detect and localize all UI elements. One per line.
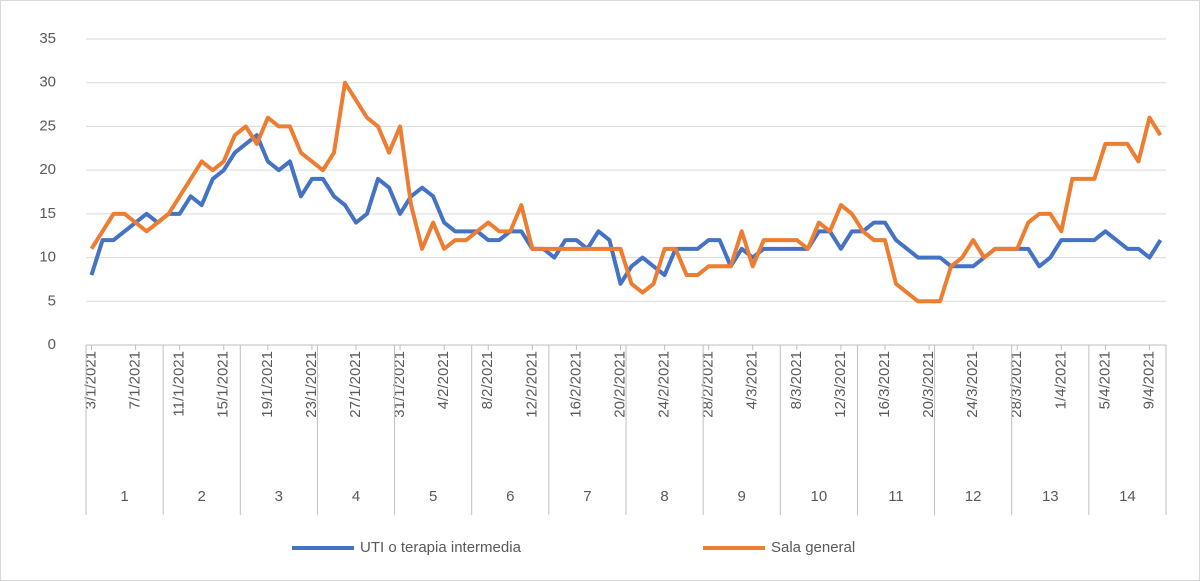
y-tick-label: 20 [39, 161, 56, 178]
x-tick-label: 8/3/2021 [788, 351, 805, 409]
y-tick-label: 15 [39, 205, 56, 222]
group-label: 13 [1042, 488, 1059, 505]
group-label: 2 [198, 488, 206, 505]
group-label: 1 [120, 488, 128, 505]
y-tick-label: 25 [39, 117, 56, 134]
group-label: 14 [1119, 488, 1136, 505]
y-tick-label: 0 [48, 336, 56, 353]
x-tick-label: 4/2/2021 [435, 351, 452, 409]
group-label: 10 [811, 488, 828, 505]
x-tick-label: 5/4/2021 [1096, 351, 1113, 409]
x-tick-label: 16/3/2021 [876, 351, 893, 418]
y-tick-label: 30 [39, 74, 56, 91]
x-tick-label: 20/3/2021 [920, 351, 937, 418]
x-tick-label: 28/3/2021 [1008, 351, 1025, 418]
y-tick-label: 5 [48, 292, 56, 309]
x-tick-label: 4/3/2021 [744, 351, 761, 409]
group-label: 7 [583, 488, 591, 505]
x-tick-label: 8/2/2021 [479, 351, 496, 409]
x-tick-label: 16/2/2021 [567, 351, 584, 418]
group-label: 12 [965, 488, 982, 505]
x-tick-label: 12/3/2021 [832, 351, 849, 418]
group-label: 9 [738, 488, 746, 505]
x-tick-label: 28/2/2021 [700, 351, 717, 418]
x-tick-label: 27/1/2021 [347, 351, 364, 418]
group-label: 3 [275, 488, 283, 505]
x-tick-label: 1/4/2021 [1052, 351, 1069, 409]
x-tick-label: 20/2/2021 [611, 351, 628, 418]
x-tick-label: 15/1/2021 [215, 351, 232, 418]
x-tick-label: 23/1/2021 [303, 351, 320, 418]
group-label: 4 [352, 488, 360, 505]
x-tick-label: 12/2/2021 [523, 351, 540, 418]
x-tick-label: 7/1/2021 [127, 351, 144, 409]
group-label: 5 [429, 488, 437, 505]
x-tick-label: 31/1/2021 [391, 351, 408, 418]
y-tick-label: 35 [39, 30, 56, 47]
group-label: 11 [888, 488, 904, 505]
x-tick-label: 3/1/2021 [82, 351, 99, 409]
x-tick-label: 19/1/2021 [259, 351, 276, 418]
x-tick-label: 11/1/2021 [171, 351, 188, 417]
y-tick-label: 10 [39, 249, 56, 266]
x-tick-label: 24/3/2021 [964, 351, 981, 418]
series-line [89, 80, 1163, 304]
x-tick-label: 24/2/2021 [656, 351, 673, 418]
group-label: 8 [660, 488, 668, 505]
group-label: 6 [506, 488, 514, 505]
series-line [89, 133, 1163, 286]
x-tick-label: 9/4/2021 [1140, 351, 1157, 409]
legend-label: Sala general [771, 539, 855, 556]
legend-label: UTI o terapia intermedia [360, 539, 522, 556]
